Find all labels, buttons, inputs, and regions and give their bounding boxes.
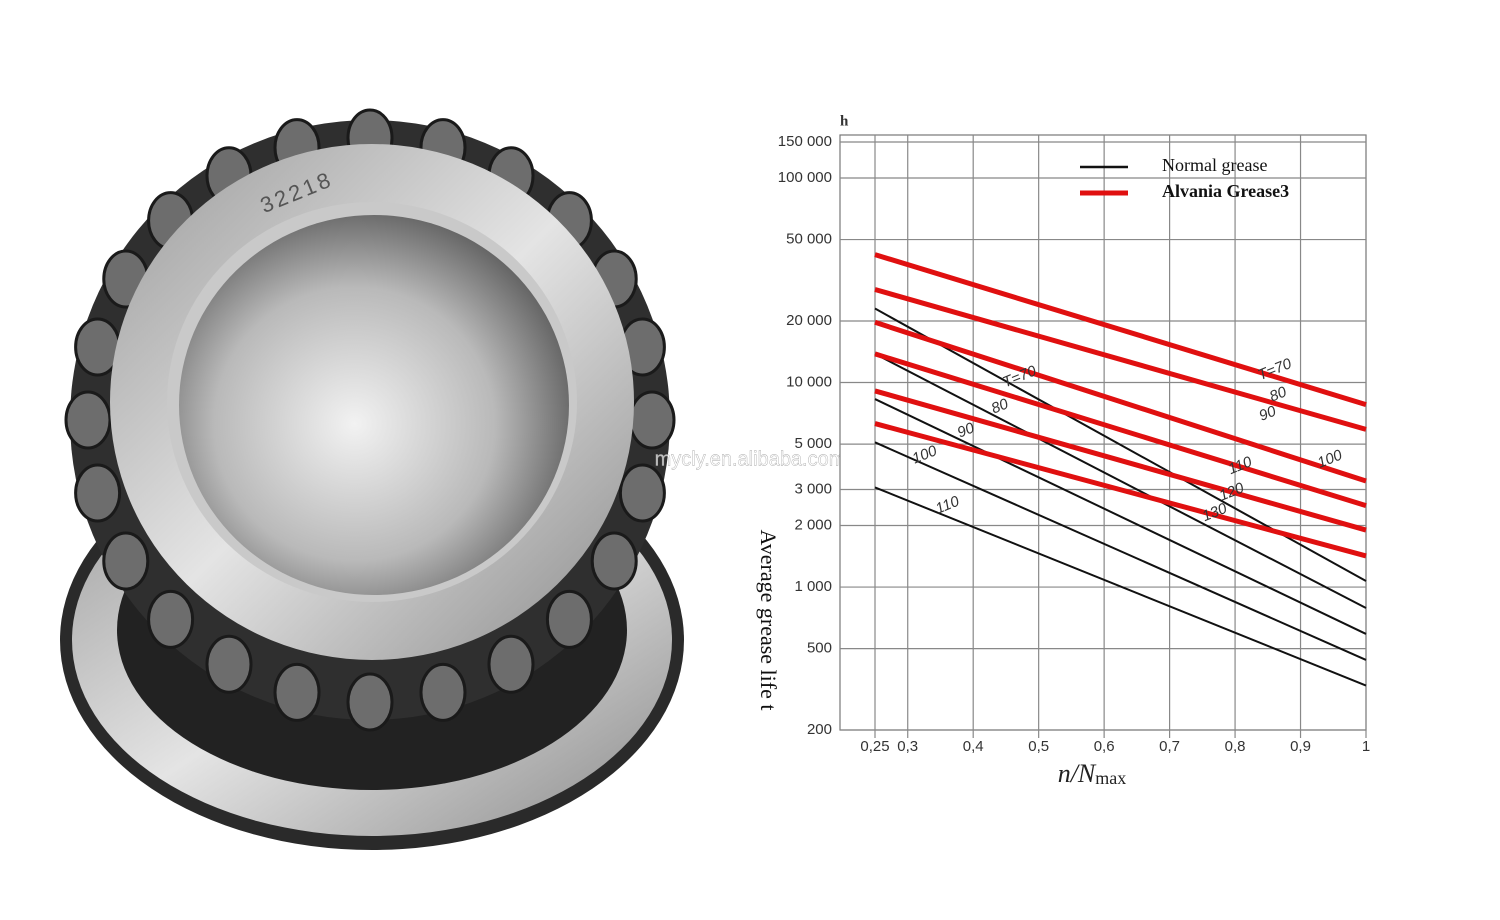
x-tick-label: 0,8	[1225, 738, 1246, 755]
x-tick-label: 0,3	[897, 738, 918, 755]
x-tick-label: 0,25	[860, 738, 889, 755]
plot-frame	[839, 134, 1367, 731]
x-label-main: n/N	[1058, 759, 1097, 788]
roller	[147, 589, 195, 649]
series-line	[874, 252, 1367, 407]
x-tick-label: 0,6	[1094, 738, 1115, 755]
x-tick-label: 1	[1362, 738, 1370, 755]
series-line	[874, 486, 1367, 687]
series-line	[874, 287, 1367, 432]
y-tick-label: 100 000	[778, 169, 832, 186]
line-label: 80	[989, 395, 1011, 417]
line-label: 90	[955, 419, 977, 441]
roller	[487, 634, 535, 694]
roller	[273, 662, 321, 722]
series-line	[874, 351, 1367, 509]
roller	[545, 589, 593, 649]
series-line	[874, 388, 1367, 533]
series-line	[874, 319, 1367, 484]
x-tick-label: 0,5	[1028, 738, 1049, 755]
x-axis-label: n/Nmax	[1058, 759, 1127, 788]
x-tick-label: 0,9	[1290, 738, 1311, 755]
roller	[419, 662, 467, 722]
y-tick-label: 50 000	[786, 231, 832, 248]
legend-label: Alvania Grease3	[1162, 181, 1289, 201]
series-line	[874, 421, 1367, 559]
y-tick-label: 20 000	[786, 312, 832, 329]
y-tick-label: 500	[807, 640, 832, 657]
roller	[205, 634, 253, 694]
y-axis-label: Average grease life t	[756, 530, 781, 711]
x-tick-label: 0,7	[1159, 738, 1180, 755]
roller	[74, 463, 122, 523]
y-tick-label: 10 000	[786, 373, 832, 390]
roller	[590, 531, 638, 591]
roller	[628, 390, 676, 450]
x-label-sub: max	[1095, 768, 1126, 788]
roller	[64, 390, 112, 450]
roller	[102, 531, 150, 591]
roller	[346, 672, 394, 732]
bore	[179, 215, 569, 595]
series-line	[874, 398, 1367, 635]
chart: h Average grease life t n/Nmax 200 500 1 0…	[756, 113, 1370, 788]
y-tick-label: 3 000	[794, 480, 832, 497]
series-line	[874, 353, 1367, 609]
y-tick-label: 1 000	[794, 578, 832, 595]
y-tick-label: 5 000	[794, 435, 832, 452]
y-tick-label: 200	[807, 721, 832, 738]
series-line	[874, 441, 1367, 661]
watermark: mycly.en.alibaba.com	[655, 448, 846, 470]
y-unit: h	[840, 113, 849, 129]
y-tick-label: 2 000	[794, 516, 832, 533]
bearing-photo: 32218 mycly.en.alibaba.com	[60, 108, 846, 850]
y-tick-label: 150 000	[778, 133, 832, 150]
line-label: 80	[1267, 383, 1289, 405]
line-label: 90	[1257, 402, 1279, 424]
legend-label: Normal grease	[1162, 155, 1267, 175]
roller	[618, 463, 666, 523]
x-tick-label: 0,4	[963, 738, 984, 755]
